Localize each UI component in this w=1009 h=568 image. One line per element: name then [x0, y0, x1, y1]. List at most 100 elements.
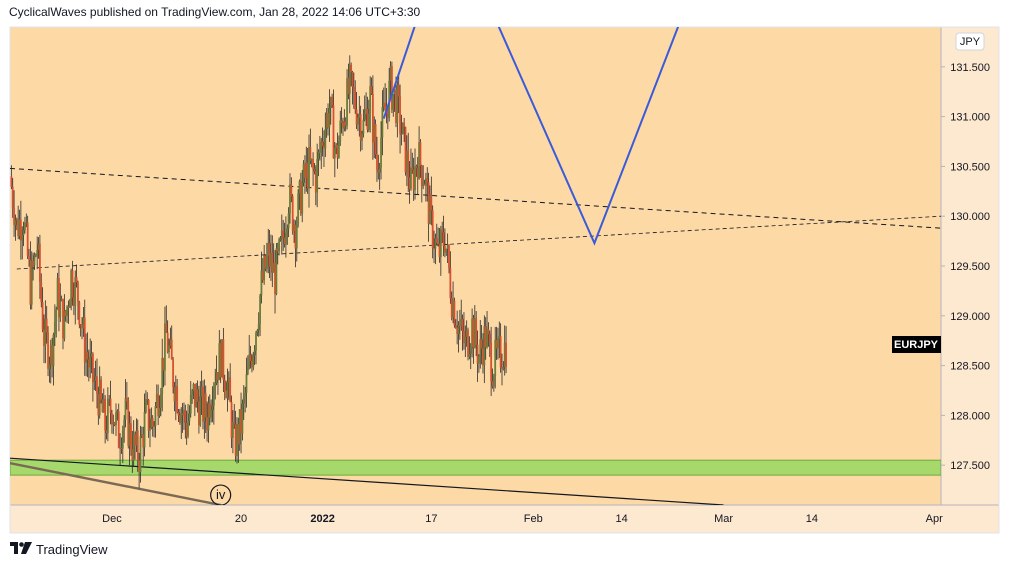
candle-body — [157, 394, 160, 416]
candle-body — [256, 330, 259, 333]
candle-body — [255, 332, 257, 351]
x-tick-label: 17 — [425, 513, 437, 525]
candle-body — [479, 339, 482, 357]
time-axis[interactable] — [10, 505, 999, 533]
candle-body — [34, 255, 37, 257]
candle-body — [196, 389, 199, 402]
candle-body — [422, 183, 425, 187]
candle-body — [476, 344, 479, 364]
candle-body — [174, 386, 177, 402]
candle-body — [427, 182, 430, 224]
candle-body — [96, 376, 98, 394]
candle-body — [18, 219, 21, 237]
candle-body — [83, 317, 86, 363]
price-axis[interactable] — [941, 27, 999, 505]
candle-body — [139, 436, 142, 473]
candle-body — [295, 224, 298, 249]
candle-body — [291, 196, 294, 232]
x-tick-label: 20 — [235, 513, 247, 525]
candle-body — [442, 232, 445, 247]
candle-body — [231, 421, 234, 438]
candle-body — [93, 381, 96, 383]
candle-body — [52, 334, 55, 366]
chart-border — [9, 26, 1000, 534]
candle-body — [405, 150, 408, 173]
candle-body — [170, 339, 173, 360]
candle-body — [244, 392, 247, 397]
candle-body — [304, 163, 306, 178]
candle-body — [117, 411, 120, 448]
candle-body — [257, 323, 260, 331]
candle-body — [172, 359, 174, 387]
candle-body — [373, 124, 376, 143]
candle-body — [77, 282, 79, 303]
candle-body — [362, 119, 365, 134]
candle-body — [41, 302, 44, 330]
candle-body — [331, 97, 334, 106]
candle-body — [367, 113, 370, 130]
candle-body — [332, 105, 335, 159]
candle-body — [211, 405, 214, 410]
candle-body — [438, 243, 441, 258]
candle-body — [191, 391, 194, 395]
candle-body — [403, 122, 406, 127]
candle-body — [150, 418, 153, 429]
candle-body — [212, 386, 215, 406]
candle-body — [437, 242, 440, 244]
candle-body — [115, 412, 117, 425]
candle-body — [56, 278, 59, 310]
candle-body — [233, 421, 236, 425]
candle-body — [444, 246, 446, 253]
candle-body — [361, 133, 363, 141]
candle-body — [471, 318, 474, 348]
candle-body — [240, 409, 242, 434]
candle-body — [310, 158, 313, 161]
y-tick-label: 130.500 — [950, 161, 990, 173]
candle-body — [146, 399, 149, 401]
candle-body — [185, 422, 188, 437]
candle-body — [321, 141, 324, 146]
candle-body — [350, 64, 353, 73]
candle-body — [463, 330, 465, 344]
candle-body — [418, 142, 420, 179]
x-tick-label: 2022 — [310, 513, 334, 525]
candle-body — [39, 243, 41, 283]
candle-body — [404, 126, 407, 173]
candle-body — [252, 355, 255, 368]
candle-body — [219, 343, 222, 378]
candle-body — [469, 347, 472, 354]
candle-body — [193, 383, 196, 408]
candle-body — [308, 147, 310, 189]
candle-body — [351, 72, 354, 87]
candle-body — [352, 86, 355, 91]
candle-body — [475, 318, 478, 345]
candle-body — [225, 390, 228, 398]
candle-body — [188, 413, 191, 422]
y-tick-label: 129.000 — [950, 311, 990, 323]
candle-body — [276, 248, 279, 252]
candle-body — [327, 113, 329, 128]
candle-body — [359, 114, 362, 141]
y-tick-label: 131.500 — [950, 62, 990, 74]
candle-body — [407, 150, 410, 178]
plot-area[interactable] — [10, 27, 941, 505]
candle-body — [113, 422, 116, 425]
candle-body — [206, 417, 208, 431]
candle-body — [282, 230, 285, 238]
candle-body — [112, 422, 115, 425]
x-tick-label: 14 — [806, 513, 818, 525]
candle-body — [147, 399, 150, 431]
candle-body — [131, 449, 134, 461]
candle-body — [246, 367, 249, 375]
candle-body — [55, 309, 58, 322]
candle-body — [275, 248, 278, 295]
candle-body — [392, 94, 395, 110]
candle-body — [305, 162, 308, 178]
currency-badge[interactable] — [955, 32, 985, 51]
candle-body — [450, 298, 453, 318]
candle-body — [183, 409, 185, 416]
candle-body — [306, 162, 309, 189]
candle-body — [86, 351, 89, 360]
candle-body — [449, 267, 452, 299]
